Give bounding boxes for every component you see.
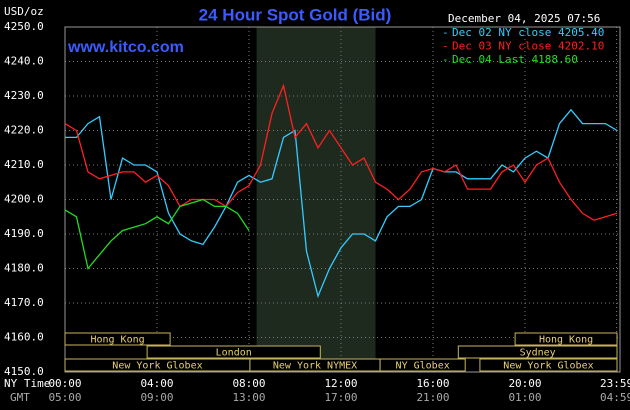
y-tick-label: 4200.0 [4, 193, 44, 206]
y-tick-label: 4160.0 [4, 331, 44, 344]
legend-entry: Dec 03 NY close 4202.10 [452, 40, 604, 53]
x2-axis-label: GMT [10, 391, 30, 404]
session-label: New York Globex [503, 361, 593, 372]
legend-marker: - [442, 53, 449, 66]
session-box [457, 345, 618, 359]
session-box [64, 332, 171, 346]
legend-entry: Dec 02 NY close 4205.40 [452, 26, 604, 39]
legend-marker: - [442, 40, 449, 53]
x2-tick-label: 05:00 [48, 391, 81, 404]
series-line [64, 83, 618, 221]
session-label: NY Globex [396, 361, 450, 372]
session-box [479, 358, 618, 372]
y-tick-label: 4150.0 [4, 365, 44, 378]
y-tick-label: 4190.0 [4, 227, 44, 240]
x2-tick-label: 17:00 [324, 391, 357, 404]
legend-marker: - [442, 26, 449, 39]
session-label: New York NYMEX [273, 361, 357, 372]
watermark: www.kitco.com [67, 39, 184, 56]
series-line [64, 198, 250, 270]
session-label: London [216, 348, 252, 359]
x-axis-label: NY Time [4, 377, 50, 390]
y-tick-label: 4240.0 [4, 55, 44, 68]
x2-tick-label: 09:00 [140, 391, 173, 404]
x-tick-label: 00:00 [48, 377, 81, 390]
session-label: Hong Kong [90, 335, 144, 346]
y-tick-label: 4210.0 [4, 158, 44, 171]
shaded-region [256, 27, 376, 372]
y-tick-label: 4180.0 [4, 262, 44, 275]
session-box [146, 345, 321, 359]
x-tick-label: 23:59 [600, 377, 630, 390]
x-tick-label: 04:00 [140, 377, 173, 390]
x-tick-label: 12:00 [324, 377, 357, 390]
session-label: Sydney [520, 348, 556, 359]
session-label: Hong Kong [539, 335, 593, 346]
timestamp: December 04, 2025 07:56 [448, 12, 600, 25]
x2-tick-label: 21:00 [416, 391, 449, 404]
x2-tick-label: 13:00 [232, 391, 265, 404]
x-tick-label: 20:00 [508, 377, 541, 390]
x2-tick-label: 01:00 [508, 391, 541, 404]
x-tick-label: 16:00 [416, 377, 449, 390]
y-tick-label: 4230.0 [4, 89, 44, 102]
x-tick-label: 08:00 [232, 377, 265, 390]
y-tick-label: 4170.0 [4, 296, 44, 309]
plot-frame [64, 26, 621, 373]
chart-title: 24 Hour Spot Gold (Bid) [199, 5, 392, 24]
y-tick-label: 4220.0 [4, 124, 44, 137]
session-box [514, 332, 618, 346]
series-line [65, 108, 618, 299]
session-box [379, 358, 466, 372]
x2-tick-label: 04:59 [600, 391, 630, 404]
y-tick-label: 4250.0 [4, 20, 44, 33]
legend-entry: Dec 04 Last 4188.60 [452, 53, 578, 66]
session-label: New York Globex [112, 361, 202, 372]
y-axis-label: USD/oz [4, 5, 44, 18]
